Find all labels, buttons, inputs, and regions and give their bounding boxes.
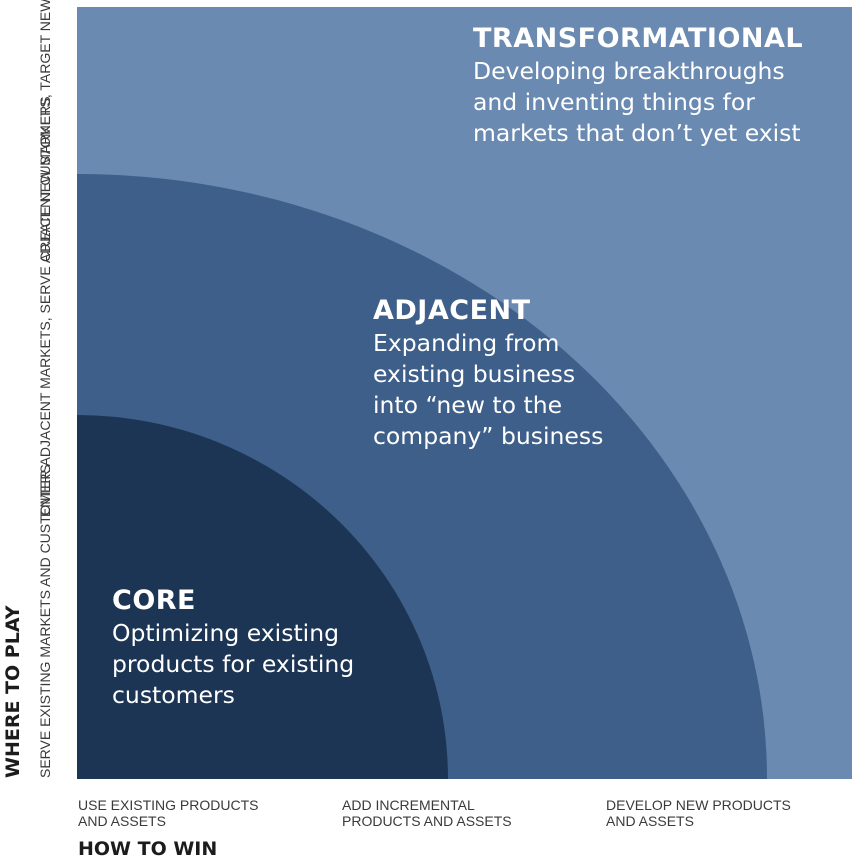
core-zone	[77, 415, 448, 779]
x-level-develop-new-products: DEVELOP NEW PRODUCTS AND ASSETS	[606, 797, 791, 829]
x-level-add-incremental-products: ADD INCREMENTAL PRODUCTS AND ASSETS	[342, 797, 512, 829]
core-description: Optimizing existing products for existin…	[112, 619, 355, 709]
core-title: CORE	[112, 585, 197, 616]
core-text: CORE Optimizing existing products for ex…	[112, 584, 354, 711]
transformational-title: TRANSFORMATIONAL	[473, 23, 804, 54]
y-axis-title: WHERE TO PLAY	[2, 605, 24, 778]
adjacent-title: ADJACENT	[373, 295, 531, 326]
adjacent-description: Expanding from existing business into “n…	[373, 329, 604, 450]
x-axis-title: HOW TO WIN	[78, 838, 218, 860]
x-level-use-existing-products: USE EXISTING PRODUCTS AND ASSETS	[78, 797, 259, 829]
adjacent-text: ADJACENT Expanding from existing busines…	[373, 294, 603, 452]
y-level-enter-adjacent-markets: ENTER ADJACENT MARKETS, SERVE ADJACENT C…	[37, 96, 53, 517]
transformational-description: Developing breakthroughs and inventing t…	[473, 57, 801, 147]
y-level-serve-existing-markets: SERVE EXISTING MARKETS AND CUSTOMERS	[37, 464, 53, 778]
transformational-text: TRANSFORMATIONAL Developing breakthrough…	[473, 22, 803, 149]
